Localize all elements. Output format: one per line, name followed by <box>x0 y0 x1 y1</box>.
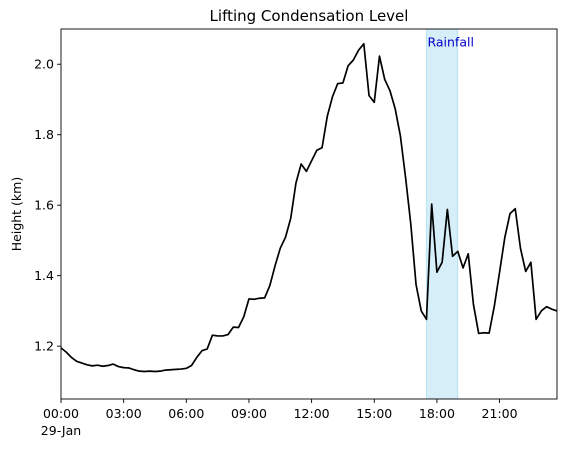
x-tick-label: 06:00 <box>168 406 204 421</box>
y-tick-label: 1.2 <box>34 339 54 354</box>
x-tick-label: 03:00 <box>106 406 142 421</box>
x-tick-label: 12:00 <box>294 406 330 421</box>
plot-frame <box>60 28 558 400</box>
x-tick-label: 09:00 <box>231 406 267 421</box>
plot-area <box>60 28 558 400</box>
rainfall-label: Rainfall <box>427 35 473 50</box>
y-axis: 1.2 1.4 1.6 1.8 2.0 <box>34 57 61 354</box>
series-line-0 <box>60 42 558 373</box>
series-layer <box>60 42 558 373</box>
y-axis-label: Height (km) <box>9 177 24 251</box>
x-tick-label: 18:00 <box>419 406 455 421</box>
x-tick-label: 00:00 <box>43 406 79 421</box>
chart-title: Lifting Condensation Level <box>210 7 409 25</box>
x-tick-label: 15:00 <box>356 406 392 421</box>
y-tick-label: 1.8 <box>34 127 54 142</box>
x-tick-sublabel: 29-Jan <box>41 423 81 438</box>
x-axis: 00:00 29-Jan 03:00 06:00 09:00 12:00 15:00 18:0… <box>41 399 518 438</box>
y-tick-label: 2.0 <box>34 57 54 72</box>
y-tick-label: 1.4 <box>34 268 54 283</box>
y-tick-label: 1.6 <box>34 198 54 213</box>
x-tick-label: 21:00 <box>482 406 518 421</box>
